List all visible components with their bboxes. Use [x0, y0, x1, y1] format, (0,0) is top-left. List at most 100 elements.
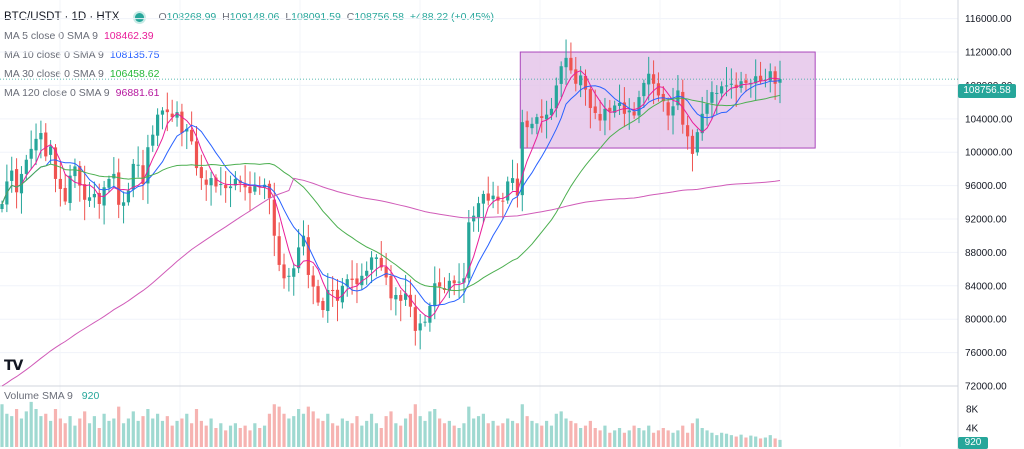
volume-legend[interactable]: Volume SMA 9 920	[4, 390, 99, 402]
market-status-dot	[135, 13, 145, 22]
volume-bar	[165, 416, 169, 447]
candle-body	[175, 112, 179, 118]
volume-bar	[579, 428, 583, 447]
candle-body	[219, 183, 223, 185]
candle-body	[569, 57, 573, 71]
volume-bar	[44, 413, 48, 447]
indicator-ma5[interactable]: MA 5 close 0 SMA 9 108462.39	[4, 27, 497, 46]
candle-body	[29, 148, 33, 159]
volume-bar	[194, 409, 199, 447]
volume-bar	[651, 432, 656, 447]
volume-bar	[457, 428, 461, 447]
volume-bar	[545, 420, 549, 447]
volume-bar	[637, 428, 641, 447]
volume-bar	[345, 420, 349, 447]
candle-body	[452, 280, 456, 284]
indicator-ma120[interactable]: MA 120 close 0 SMA 9 96881.61	[4, 84, 497, 103]
volume-bar	[68, 416, 72, 447]
volume-bar	[170, 425, 174, 447]
candle-body	[690, 135, 695, 154]
candle-body	[559, 66, 563, 84]
candle-body	[457, 281, 461, 283]
candle-body	[734, 84, 738, 88]
volume-bar	[243, 425, 247, 447]
volume-bar	[24, 411, 28, 447]
volume-bar	[214, 428, 218, 447]
candle-body	[651, 74, 656, 84]
volume-bar	[535, 423, 539, 447]
candle-body	[510, 178, 515, 183]
indicator-ma30[interactable]: MA 30 close 0 SMA 9 106458.62	[4, 65, 497, 84]
candle-body	[656, 83, 661, 96]
candle-body	[647, 73, 651, 85]
volume-bar	[462, 423, 466, 447]
candle-body	[10, 170, 14, 181]
candle-body	[564, 57, 568, 68]
candle-body	[321, 301, 325, 311]
volume-bar	[549, 425, 554, 447]
volume-bar	[151, 418, 155, 447]
candle-body	[131, 163, 135, 190]
candle-body	[666, 102, 670, 116]
candle-body	[39, 133, 43, 140]
high-label: H	[222, 11, 230, 23]
volume-bar	[262, 425, 267, 447]
volume-bar	[705, 430, 709, 447]
candle-body	[613, 105, 617, 113]
volume-bar	[297, 409, 301, 447]
candle-body	[545, 114, 549, 120]
volume-bar	[622, 432, 626, 447]
volume-bar	[724, 433, 729, 447]
candle-body	[554, 85, 558, 109]
volume-bar	[613, 430, 617, 447]
volume-bar	[34, 409, 38, 447]
y-axis-label: 112000.00	[965, 48, 1012, 59]
volume-bar	[642, 430, 646, 447]
candle-body	[608, 107, 612, 112]
candle-body	[720, 86, 724, 94]
symbol-title[interactable]: BTC/USDT · 1D · HTX	[4, 11, 120, 23]
volume-bar	[301, 413, 306, 447]
volume-bar	[121, 423, 126, 447]
volume-bar	[379, 428, 383, 447]
volume-bar	[778, 439, 782, 447]
volume-bar	[608, 432, 612, 447]
candle-body	[501, 200, 505, 202]
close-value: 108756.58	[354, 11, 404, 23]
candle-body	[705, 103, 709, 114]
candle-body	[525, 120, 529, 128]
candle-body	[92, 193, 96, 198]
candle-body	[384, 266, 388, 278]
symbol-row: BTC/USDT · 1D · HTX O108268.99 H109148.0…	[4, 8, 497, 27]
volume-bar	[433, 409, 437, 447]
volume-bar	[369, 413, 374, 447]
volume-bar	[739, 434, 743, 447]
volume-bar	[87, 423, 92, 447]
candle-body	[204, 179, 208, 185]
candle-body	[724, 85, 729, 87]
volume-bar	[700, 428, 704, 447]
candle-body	[306, 237, 310, 275]
candle-body	[14, 169, 19, 193]
volume-bar	[754, 436, 758, 447]
volume-label: Volume SMA 9	[4, 390, 73, 402]
candle-body	[199, 167, 203, 179]
candle-body	[637, 97, 641, 116]
candle-body	[331, 289, 335, 291]
candle-body	[535, 117, 539, 124]
candle-body	[744, 80, 748, 83]
low-value: 108091.59	[291, 11, 341, 23]
volume-bar	[627, 430, 631, 447]
candle-body	[530, 123, 534, 129]
volume-bar	[491, 420, 495, 447]
volume-bar	[428, 411, 432, 447]
tradingview-logo[interactable]: TV	[4, 358, 23, 374]
candle-body	[379, 257, 383, 268]
y-axis-label: 72000.00	[965, 382, 1007, 393]
volume-bar	[39, 416, 43, 447]
ma30-line	[1, 94, 781, 292]
y-axis-label: 96000.00	[965, 181, 1007, 192]
volume-bar	[647, 425, 651, 447]
candle-body	[394, 294, 398, 300]
